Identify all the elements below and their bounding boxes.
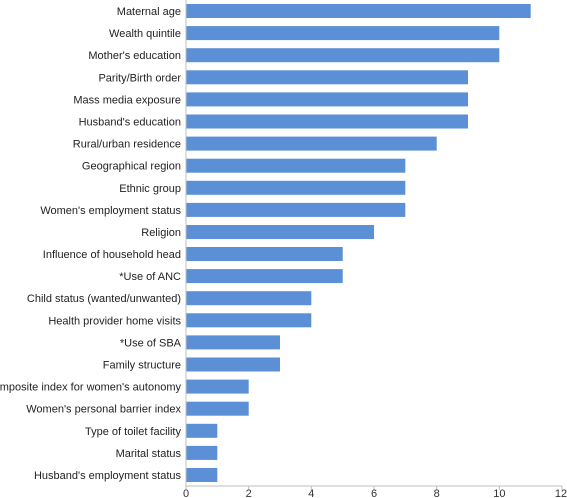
category-label: Rural/urban residence (73, 139, 181, 151)
bar (186, 180, 406, 195)
bar (186, 70, 468, 85)
category-label: Composite index for women's autonomy (0, 382, 181, 394)
bar (186, 202, 406, 217)
category-label: *Use of ANC (119, 271, 181, 283)
bar (186, 357, 280, 372)
bar (186, 445, 218, 460)
bar (186, 335, 280, 350)
x-axis: 0 2 4 6 8 10 12 (183, 0, 567, 498)
bar (186, 92, 468, 107)
category-label: Wealth quintile (109, 28, 181, 40)
bar (186, 313, 312, 328)
category-label: Husband's employment status (34, 470, 182, 482)
x-tick-label: 4 (308, 488, 314, 498)
category-label: Religion (141, 227, 181, 239)
category-label: Parity/Birth order (98, 72, 181, 84)
category-label: Influence of household head (43, 249, 181, 261)
bar (186, 269, 343, 284)
category-label: Health provider home visits (48, 315, 181, 327)
bar (186, 379, 249, 394)
category-labels: Maternal age Wealth quintile Mother's educ… (0, 6, 182, 482)
bar (186, 423, 218, 438)
x-tick-label: 12 (555, 488, 567, 498)
category-label: Women's personal barrier index (26, 404, 181, 416)
bar (186, 114, 468, 129)
x-tick-label: 10 (493, 488, 505, 498)
bar (186, 158, 406, 173)
x-tick-label: 6 (371, 488, 377, 498)
x-tick-label: 0 (183, 488, 189, 498)
x-tick-label: 2 (246, 488, 252, 498)
category-label: Maternal age (117, 6, 181, 18)
category-label: Geographical region (82, 161, 181, 173)
category-label: Type of toilet facility (85, 426, 181, 438)
bar (186, 48, 500, 63)
category-label: Child status (wanted/unwanted) (27, 293, 181, 305)
category-label: Marital status (116, 448, 182, 460)
x-tick-label: 8 (434, 488, 440, 498)
category-label: Women's employment status (40, 205, 181, 217)
category-label: Husband's education (79, 117, 181, 129)
bar (186, 247, 343, 261)
bar (186, 291, 312, 306)
category-label: *Use of SBA (120, 337, 182, 349)
bar (186, 136, 437, 151)
bar (186, 225, 374, 239)
category-label: Ethnic group (119, 183, 181, 195)
category-label: Family structure (103, 360, 181, 372)
bar (186, 26, 500, 41)
bar (186, 468, 218, 482)
category-label: Mass media exposure (73, 94, 181, 106)
bars-group (186, 4, 531, 482)
bar (186, 401, 249, 416)
bar (186, 4, 531, 18)
category-label: Mother's education (88, 50, 181, 62)
